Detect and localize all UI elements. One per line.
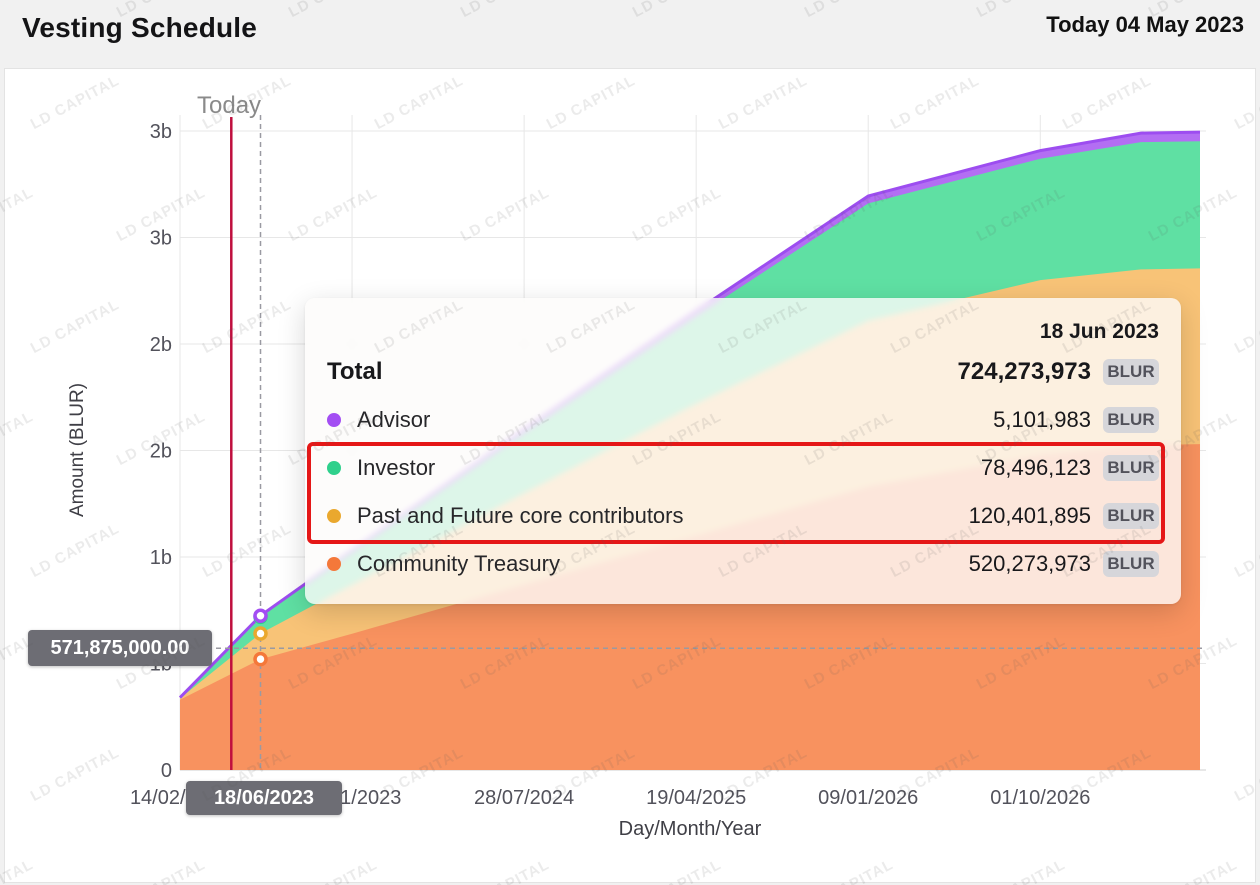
tooltip-row-advisor: Advisor 5,101,983 BLUR — [327, 396, 1159, 444]
today-line-label: Today — [197, 92, 262, 119]
marker-dot-past-and-future-core-contributors — [253, 626, 268, 641]
tooltip-row-investor: Investor 78,496,123 BLUR — [327, 444, 1159, 492]
x-tick-label: 09/01/2026 — [818, 787, 918, 809]
x-axis-title: Day/Month/Year — [618, 818, 762, 840]
header-today-date: Today 04 May 2023 — [1046, 12, 1244, 37]
x-tick-label: 19/04/2025 — [646, 787, 746, 809]
y-tick-label: 1b — [150, 547, 172, 569]
page-title: Vesting Schedule — [22, 12, 258, 43]
x-tick-label: 28/07/2024 — [474, 787, 574, 809]
x-crosshair-value-box: 18/06/2023 — [186, 781, 342, 815]
tooltip-series-value: 5,101,983 — [993, 407, 1091, 432]
blur-unit-badge: BLUR — [1103, 551, 1159, 577]
y-tick-label: 2b — [150, 334, 172, 356]
tooltip-series-label: Investor — [357, 455, 436, 480]
investor-dot-icon — [327, 461, 341, 475]
marker-dot-community-treasury — [253, 651, 268, 667]
blur-unit-badge: BLUR — [1103, 503, 1159, 529]
tooltip-series-label: Community Treasury — [357, 551, 560, 576]
marker-dot-advisor — [253, 608, 268, 623]
tooltip-row-past-and-future-core-contributors: Past and Future core contributors 120,401… — [327, 492, 1159, 540]
y-tick-label: 2b — [150, 441, 172, 463]
community-treasury-dot-icon — [327, 557, 341, 571]
advisor-dot-icon — [327, 413, 341, 427]
past-and-future-core-contributors-dot-icon — [327, 509, 341, 523]
blur-unit-badge: BLUR — [1103, 455, 1159, 481]
y-crosshair-value-box: 571,875,000.00 — [28, 630, 212, 666]
y-axis-title: Amount (BLUR) — [67, 382, 88, 518]
tooltip-series-label: Advisor — [357, 407, 431, 432]
y-tick-label: 3b — [150, 121, 172, 143]
blur-unit-badge: BLUR — [1103, 407, 1159, 433]
tooltip-total-value: 724,273,973 — [957, 358, 1091, 385]
y-tick-label: 0 — [161, 760, 172, 782]
tooltip-row-community-treasury: Community Treasury 520,273,973 BLUR — [327, 540, 1159, 588]
tooltip-series-rows: Advisor 5,101,983 BLUR Investor 78,496,123 BL… — [327, 396, 1159, 588]
tooltip-series-value: 78,496,123 — [980, 455, 1091, 480]
chart-tooltip: 18 Jun 2023 Total 724,273,973 BLUR Advis… — [305, 298, 1181, 604]
tooltip-date: 18 Jun 2023 — [1039, 320, 1159, 343]
tooltip-total-row: Total 724,273,973 BLUR — [327, 348, 1159, 396]
tooltip-total-label: Total — [327, 358, 383, 385]
tooltip-series-value: 520,273,973 — [968, 551, 1091, 576]
tooltip-series-label: Past and Future core contributors — [357, 503, 684, 528]
tooltip-series-value: 120,401,895 — [968, 503, 1091, 528]
blur-unit-badge: BLUR — [1103, 359, 1159, 385]
y-tick-label: 3b — [150, 228, 172, 250]
x-tick-label: 01/10/2026 — [990, 787, 1090, 809]
